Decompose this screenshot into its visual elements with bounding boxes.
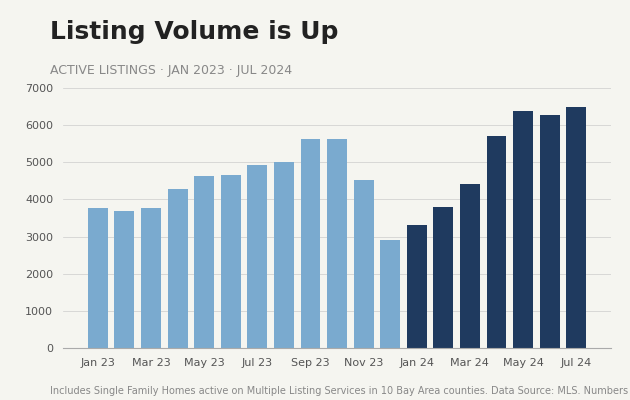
Bar <box>513 111 533 348</box>
Bar <box>486 136 507 348</box>
Bar <box>194 176 214 348</box>
Bar <box>381 240 400 348</box>
Bar <box>274 162 294 348</box>
Bar <box>301 139 321 348</box>
Bar <box>566 107 586 348</box>
Bar <box>327 139 347 348</box>
Bar <box>433 207 454 348</box>
Bar <box>540 115 559 348</box>
Bar <box>141 208 161 348</box>
Text: Listing Volume is Up: Listing Volume is Up <box>50 20 339 44</box>
Bar <box>248 165 267 348</box>
Bar <box>88 208 108 348</box>
Bar <box>115 210 134 348</box>
Bar <box>220 175 241 348</box>
Bar <box>407 225 427 348</box>
Text: ACTIVE LISTINGS · JAN 2023 · JUL 2024: ACTIVE LISTINGS · JAN 2023 · JUL 2024 <box>50 64 292 77</box>
Bar <box>353 180 374 348</box>
Text: Includes Single Family Homes active on Multiple Listing Services in 10 Bay Area : Includes Single Family Homes active on M… <box>50 386 630 396</box>
Bar <box>168 189 188 348</box>
Bar <box>460 184 480 348</box>
